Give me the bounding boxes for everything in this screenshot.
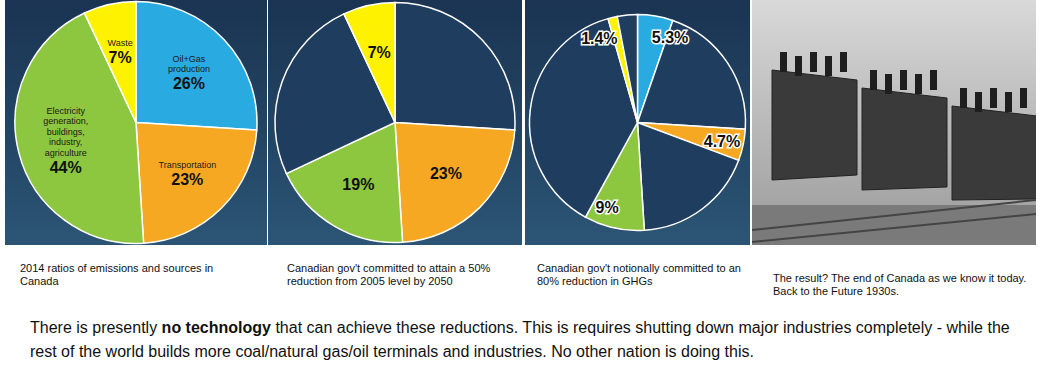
svg-text:industry,: industry, bbox=[49, 137, 82, 147]
svg-text:Waste: Waste bbox=[108, 38, 133, 48]
svg-text:Electricity: Electricity bbox=[46, 106, 85, 116]
svg-text:Oil+Gas: Oil+Gas bbox=[173, 54, 206, 64]
html-text:Canadian gov't committed to at: Canadian gov't committed to attain a 50%… bbox=[287, 262, 491, 287]
svg-text:production: production bbox=[168, 64, 210, 74]
svg-text:26%: 26% bbox=[173, 75, 205, 92]
html-text:2014 ratios of emissions and s: 2014 ratios of emissions and sources in … bbox=[20, 262, 214, 287]
svg-text:23%: 23% bbox=[430, 165, 462, 182]
svg-text:7%: 7% bbox=[368, 44, 391, 61]
svg-text:9%: 9% bbox=[596, 199, 619, 216]
svg-text:Transportation: Transportation bbox=[158, 160, 216, 170]
html-text:The result? The end of Canada: The result? The end of Canada as we know… bbox=[773, 272, 1027, 297]
svg-text:5.3%: 5.3% bbox=[652, 29, 688, 46]
html-text:Canadian gov't notionally comm: Canadian gov't notionally committed to a… bbox=[537, 262, 741, 287]
svg-text:4.7%: 4.7% bbox=[704, 133, 740, 150]
svg-text:agriculture: agriculture bbox=[45, 148, 87, 158]
svg-text:19%: 19% bbox=[342, 176, 374, 193]
svg-text:23%: 23% bbox=[171, 171, 203, 188]
svg-text:generation,: generation, bbox=[43, 116, 88, 126]
svg-text:buildings,: buildings, bbox=[47, 127, 85, 137]
html-text:There is presently no technolo: There is presently no technology that ca… bbox=[30, 319, 1010, 360]
svg-text:7%: 7% bbox=[109, 49, 132, 66]
svg-text:44%: 44% bbox=[50, 159, 82, 176]
svg-text:1.4%: 1.4% bbox=[581, 30, 617, 47]
